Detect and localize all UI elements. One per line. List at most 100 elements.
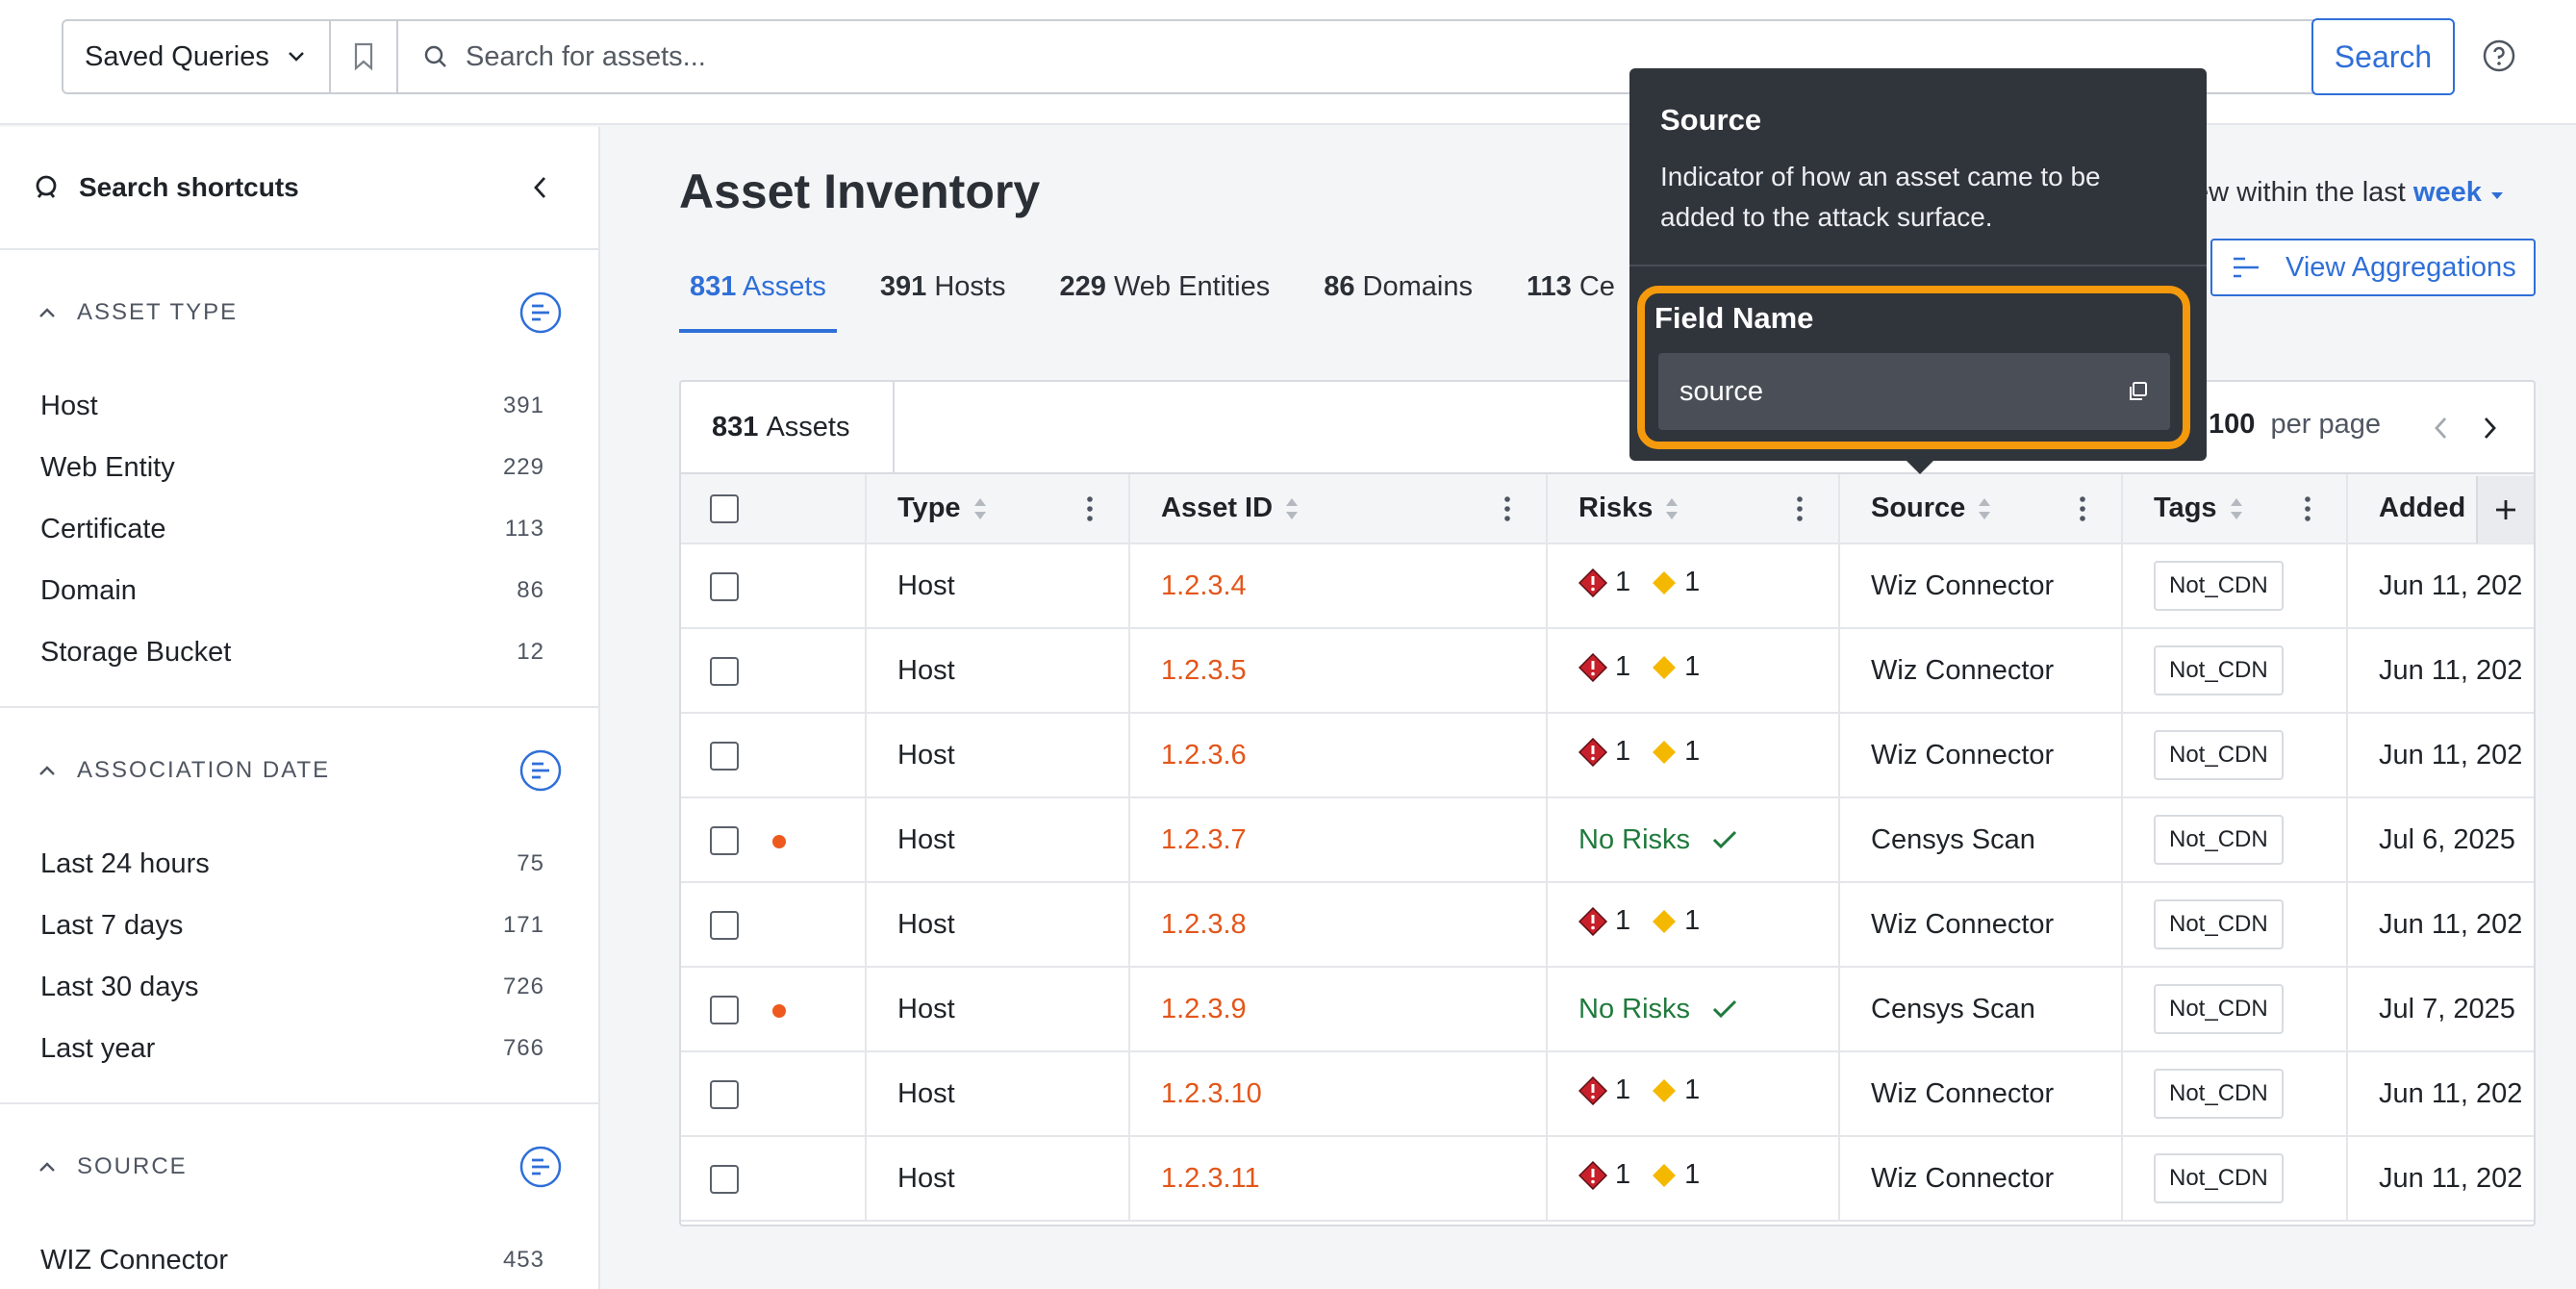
table-row[interactable]: Host 1.2.3.11 1 1 Wiz Connector Not_CDN Jun 11…: [681, 1136, 2534, 1221]
aggregation-icon[interactable]: [519, 1146, 562, 1188]
copy-icon[interactable]: [2128, 381, 2149, 402]
asset-id-link[interactable]: 1.2.3.9: [1161, 993, 1247, 1024]
column-header-risks[interactable]: Risks: [1547, 474, 1840, 544]
column-header-tags[interactable]: Tags: [2122, 474, 2348, 544]
column-header-type[interactable]: Type: [866, 474, 1130, 544]
facet-item[interactable]: WIZ Connector 453: [40, 1244, 544, 1276]
facet-item[interactable]: Last 30 days 726: [40, 971, 544, 1002]
tag-chip[interactable]: Not_CDN: [2154, 815, 2284, 865]
facet-section-header[interactable]: ASSET TYPE: [0, 250, 598, 375]
view-within-selector[interactable]: ew within the last week: [2193, 177, 2505, 209]
sort-icon[interactable]: [1284, 494, 1300, 523]
column-header-asset-id[interactable]: Asset ID: [1129, 474, 1548, 544]
table-row[interactable]: Host 1.2.3.9 No Risks Censys Scan Not_CDN Jul…: [681, 967, 2534, 1051]
tab-web-entities[interactable]: 229 Web Entities: [1059, 271, 1271, 302]
table-row[interactable]: Host 1.2.3.7 No Risks Censys Scan Not_CDN Jul…: [681, 797, 2534, 882]
search-input[interactable]: [466, 40, 1908, 73]
tag-chip[interactable]: Not_CDN: [2154, 730, 2284, 780]
column-menu-icon[interactable]: [1086, 495, 1094, 522]
column-menu-icon[interactable]: [2304, 495, 2311, 522]
tab-assets[interactable]: 831 Assets: [679, 260, 837, 333]
tab-certificates[interactable]: 113 Ce: [1526, 271, 1615, 302]
sort-icon[interactable]: [972, 494, 988, 523]
bookmark-button[interactable]: [331, 21, 398, 92]
add-column-button[interactable]: [2476, 476, 2534, 543]
tag-chip[interactable]: Not_CDN: [2154, 1069, 2284, 1119]
facet-item[interactable]: Last year 766: [40, 1032, 544, 1064]
field-name-label: Field Name: [1654, 301, 1814, 335]
column-menu-icon[interactable]: [1503, 495, 1511, 522]
tag-chip[interactable]: Not_CDN: [2154, 984, 2284, 1034]
facet-section-header[interactable]: ASSOCIATION DATE: [0, 708, 598, 833]
help-icon[interactable]: [2482, 38, 2516, 73]
asset-id-link[interactable]: 1.2.3.5: [1161, 654, 1247, 686]
critical-risk-icon: [1578, 652, 1607, 682]
facet-item[interactable]: Last 24 hours 75: [40, 847, 544, 879]
row-checkbox[interactable]: [710, 910, 739, 940]
table-row[interactable]: Host 1.2.3.4 1 1 Wiz Connector Not_CDN Jun 11,…: [681, 543, 2534, 628]
column-menu-icon[interactable]: [2079, 495, 2086, 522]
added-cell: Jul 6, 2025: [2347, 797, 2534, 882]
table-row[interactable]: Host 1.2.3.6 1 1 Wiz Connector Not_CDN Jun 11,…: [681, 713, 2534, 797]
row-checkbox[interactable]: [710, 1164, 739, 1194]
facet-item[interactable]: Certificate 113: [40, 513, 544, 544]
row-checkbox[interactable]: [710, 995, 739, 1024]
view-aggregations-button[interactable]: View Aggregations: [2210, 239, 2536, 296]
tag-chip[interactable]: Not_CDN: [2154, 645, 2284, 695]
asset-id-link[interactable]: 1.2.3.7: [1161, 823, 1247, 855]
row-checkbox[interactable]: [710, 741, 739, 771]
field-name-value-box[interactable]: source: [1658, 353, 2170, 430]
tag-chip[interactable]: Not_CDN: [2154, 899, 2284, 949]
facet-section-header[interactable]: SOURCE: [0, 1104, 598, 1229]
table-row[interactable]: Host 1.2.3.8 1 1 Wiz Connector Not_CDN Jun 11,…: [681, 882, 2534, 967]
previous-page-icon[interactable]: [2432, 415, 2451, 442]
facet-item[interactable]: Domain 86: [40, 574, 544, 606]
row-select-cell: [681, 967, 867, 1051]
asset-id-link[interactable]: 1.2.3.4: [1161, 569, 1247, 601]
table-row[interactable]: Host 1.2.3.10 1 1 Wiz Connector Not_CDN Jun 11…: [681, 1051, 2534, 1136]
facet-item[interactable]: Web Entity 229: [40, 451, 544, 483]
row-checkbox[interactable]: [710, 571, 739, 601]
aggregation-icon[interactable]: [519, 749, 562, 792]
row-checkbox[interactable]: [710, 1079, 739, 1109]
row-checkbox[interactable]: [710, 825, 739, 855]
chevron-up-icon: [39, 308, 55, 317]
tag-chip[interactable]: Not_CDN: [2154, 561, 2284, 611]
aggregation-icon[interactable]: [519, 291, 562, 334]
asset-id-link[interactable]: 1.2.3.11: [1161, 1162, 1260, 1194]
sort-icon[interactable]: [1977, 494, 1992, 523]
facet-item[interactable]: Host 391: [40, 390, 544, 421]
select-all-checkbox[interactable]: [710, 494, 739, 524]
facet-item[interactable]: Last 7 days 171: [40, 909, 544, 941]
search-button[interactable]: Search: [2311, 18, 2455, 95]
asset-id-link[interactable]: 1.2.3.8: [1161, 908, 1247, 940]
sort-icon[interactable]: [2229, 494, 2244, 523]
tag-chip[interactable]: Not_CDN: [2154, 1153, 2284, 1203]
tab-domains[interactable]: 86 Domains: [1324, 271, 1473, 302]
collapse-sidebar-icon[interactable]: [531, 175, 550, 200]
per-page-selector[interactable]: 100 per page: [2209, 409, 2382, 440]
time-window-value[interactable]: week: [2412, 177, 2482, 208]
column-menu-icon[interactable]: [1796, 495, 1804, 522]
sidebar-title: Search shortcuts: [79, 172, 299, 202]
medium-risk-icon: [1653, 909, 1677, 933]
facet-section-association-date: ASSOCIATION DATE Last 24 hours 75 Last 7 …: [0, 708, 598, 1104]
column-header-source[interactable]: Source: [1839, 474, 2123, 544]
asset-id-link[interactable]: 1.2.3.10: [1161, 1077, 1262, 1109]
table-row[interactable]: Host 1.2.3.5 1 1 Wiz Connector Not_CDN Jun 11,…: [681, 628, 2534, 713]
facet-item[interactable]: Storage Bucket 12: [40, 636, 544, 668]
sort-icon[interactable]: [1664, 494, 1679, 523]
next-page-icon[interactable]: [2480, 415, 2499, 442]
select-all-cell: [681, 474, 867, 544]
tab-hosts[interactable]: 391 Hosts: [879, 271, 1006, 302]
saved-queries-dropdown[interactable]: Saved Queries: [63, 21, 331, 92]
asset-id-link[interactable]: 1.2.3.6: [1161, 739, 1247, 771]
row-checkbox[interactable]: [710, 656, 739, 686]
